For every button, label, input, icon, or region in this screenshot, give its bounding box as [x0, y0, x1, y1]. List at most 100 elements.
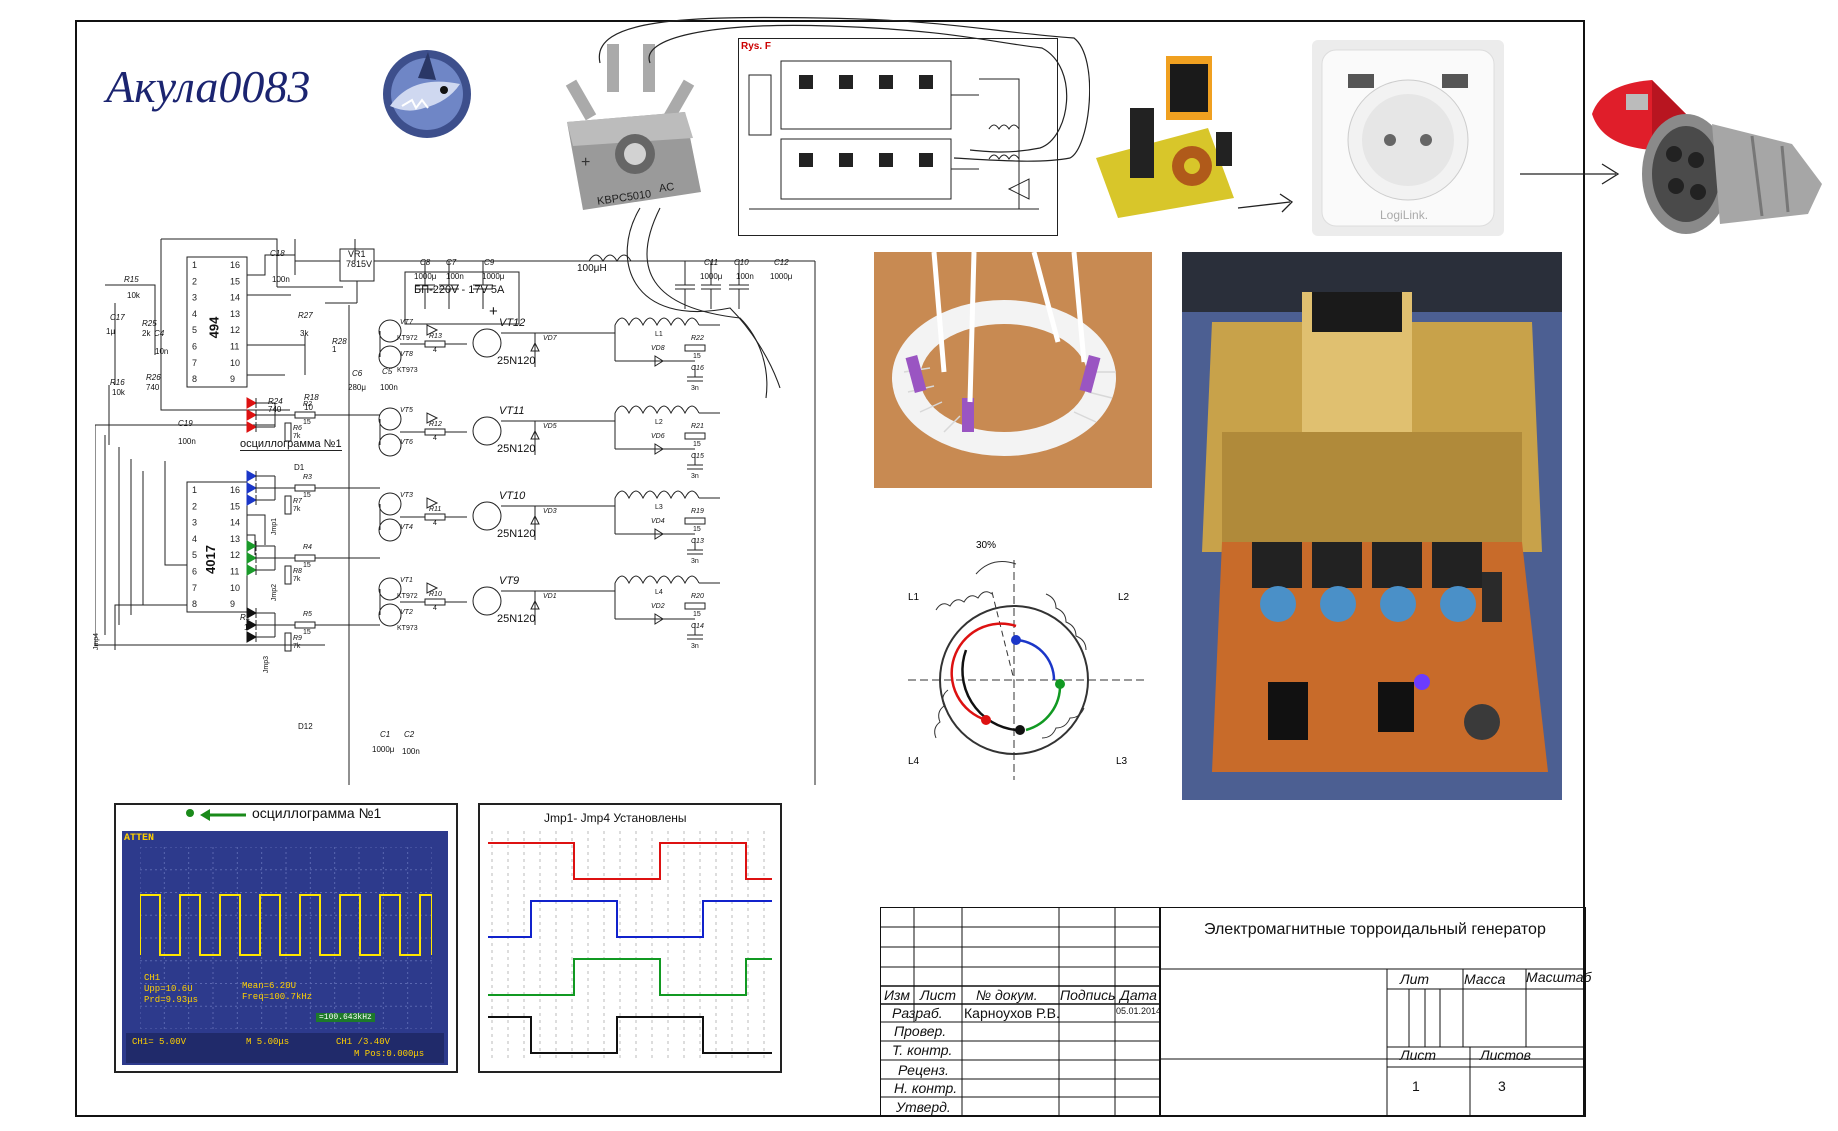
diode-symbol — [426, 412, 439, 424]
resistor-symbol — [294, 411, 316, 419]
cap-c6-val: 280μ — [348, 383, 366, 392]
res-r16-val: 10k — [112, 388, 125, 397]
res-r26-val: 740 — [146, 383, 160, 392]
ic-4017-label: 4017 — [202, 545, 218, 574]
ic-pin-label: 16 — [230, 485, 240, 495]
hand-drawn-wires — [598, 16, 1090, 399]
socket-photo: LogiLink. — [1312, 40, 1504, 236]
resistor-symbol — [284, 632, 292, 652]
resistor-ref: R8 — [293, 568, 302, 575]
igbt-ref: VT9 — [499, 575, 520, 587]
res-r15: R15 — [124, 275, 139, 284]
res-r1: R1 — [240, 613, 251, 622]
transistor-symbol — [378, 518, 402, 542]
resistor-value: 15 — [693, 611, 701, 618]
diode-symbol — [246, 397, 258, 409]
ic-pin-label: 9 — [230, 599, 235, 609]
ic-pin-label: 15 — [230, 276, 240, 286]
ic-494-label: 494 — [206, 316, 222, 339]
inductor-label: 100μH — [577, 263, 607, 274]
diode-symbol — [246, 631, 258, 643]
ic-pin-label: 1 — [192, 260, 197, 270]
igbt-model: 25N120 — [497, 355, 536, 367]
transistor-ref: VT8 — [400, 351, 413, 358]
cap-c5: C5 — [382, 367, 393, 376]
res-r28-val: 1 — [332, 345, 337, 354]
res-r28: R28 — [332, 337, 347, 346]
resistor-ref: R3 — [303, 474, 312, 481]
waveform-title: Jmp1- Jmp4 Установлены — [544, 811, 687, 825]
coil-symbol — [614, 405, 700, 415]
diode-symbol — [426, 582, 439, 594]
resistor-ref: R11 — [429, 506, 442, 513]
cap-c18-val: 100n — [272, 275, 290, 284]
rys-label: Rys. F — [741, 41, 772, 52]
cap-c7: C7 — [446, 258, 457, 267]
igbt-symbol — [472, 586, 502, 616]
cap-c12: C12 — [774, 258, 789, 267]
resistor-value: 15 — [693, 526, 701, 533]
pcb-photo — [1182, 252, 1562, 800]
row-utverd: Утверд. — [896, 1099, 951, 1115]
transistor-symbol — [378, 603, 402, 627]
cap-c5-val: 100n — [380, 383, 398, 392]
ic-pin-label: 14 — [230, 293, 240, 303]
igbt-symbol — [472, 416, 502, 446]
cap-value: 3n — [691, 473, 699, 480]
diode-symbol — [530, 429, 540, 440]
waveform-panel: Jmp1- Jmp4 Установлены — [478, 803, 782, 1073]
ic-pin-label: 3 — [192, 518, 197, 528]
resistor-ref: R2 — [303, 401, 312, 408]
socket-brand: LogiLink. — [1380, 208, 1429, 222]
resistor-ref: R9 — [293, 635, 302, 642]
green-arrow-icon — [200, 809, 246, 821]
ic-pin-label: 6 — [192, 342, 197, 352]
scope-ch: CH1 — [144, 973, 161, 983]
res-r27-val: 3k — [300, 329, 309, 338]
cap-c4-val: 10n — [155, 347, 169, 356]
res-r27: R27 — [298, 311, 313, 320]
ic-pin-label: 13 — [230, 534, 240, 544]
scope-mean: Mean=6.20U — [242, 981, 297, 991]
ic-pin-label: 11 — [230, 567, 239, 577]
transistor-type: KT973 — [397, 367, 418, 374]
resistor-value: 15 — [303, 492, 311, 499]
ic-pin-label: 2 — [192, 501, 197, 511]
diode-ref: VD8 — [651, 345, 665, 352]
ic-pin-label: 14 — [230, 518, 240, 528]
igbt-model: 25N120 — [497, 613, 536, 625]
diode-symbol — [654, 355, 664, 367]
igbt-ref: VT11 — [499, 405, 525, 417]
diode-symbol — [246, 607, 258, 619]
ic-pin-label: 10 — [230, 583, 240, 593]
coil-ref: L3 — [655, 504, 663, 511]
ic-pin-label: 13 — [230, 309, 240, 319]
scope-grid — [140, 847, 432, 1029]
transistor-ref: VT4 — [400, 524, 413, 531]
row-recenz: Реценз. — [898, 1062, 949, 1078]
igbt-ref: VT12 — [499, 317, 526, 329]
vr1-part: 7815V — [346, 259, 373, 269]
ic-pin-label: 5 — [192, 550, 197, 560]
resistor-symbol — [294, 554, 316, 562]
cap-c11-val: 1000μ — [700, 272, 723, 281]
cap-value: 3n — [691, 558, 699, 565]
res-r15-val: 10k — [127, 291, 140, 300]
diode-symbol — [246, 421, 258, 433]
transistor-symbol — [378, 345, 402, 369]
industrial-plug-photo — [1592, 74, 1832, 250]
row-tkontr: Т. контр. — [892, 1042, 953, 1058]
cap-c2-val: 100n — [402, 747, 420, 756]
ic-pin-label: 15 — [230, 501, 240, 511]
igbt-model: 25N120 — [497, 528, 536, 540]
transistor-symbol — [378, 319, 402, 343]
resistor-value: 7k — [293, 433, 301, 440]
scope-trace — [140, 894, 432, 956]
cap-c17-val: 1μ — [106, 327, 116, 336]
coil-ref: L2 — [655, 419, 663, 426]
diode-symbol — [246, 619, 258, 631]
jumper-3-label: Jmp3 — [263, 655, 271, 674]
col-list: Лист — [920, 987, 957, 1003]
main-schematic: 1 162 153 144 135 126 117 108 9 1 162 153 144 135 126… — [95, 238, 816, 785]
drawing-title: Электромагнитные торроидальный генератор — [1204, 921, 1546, 938]
